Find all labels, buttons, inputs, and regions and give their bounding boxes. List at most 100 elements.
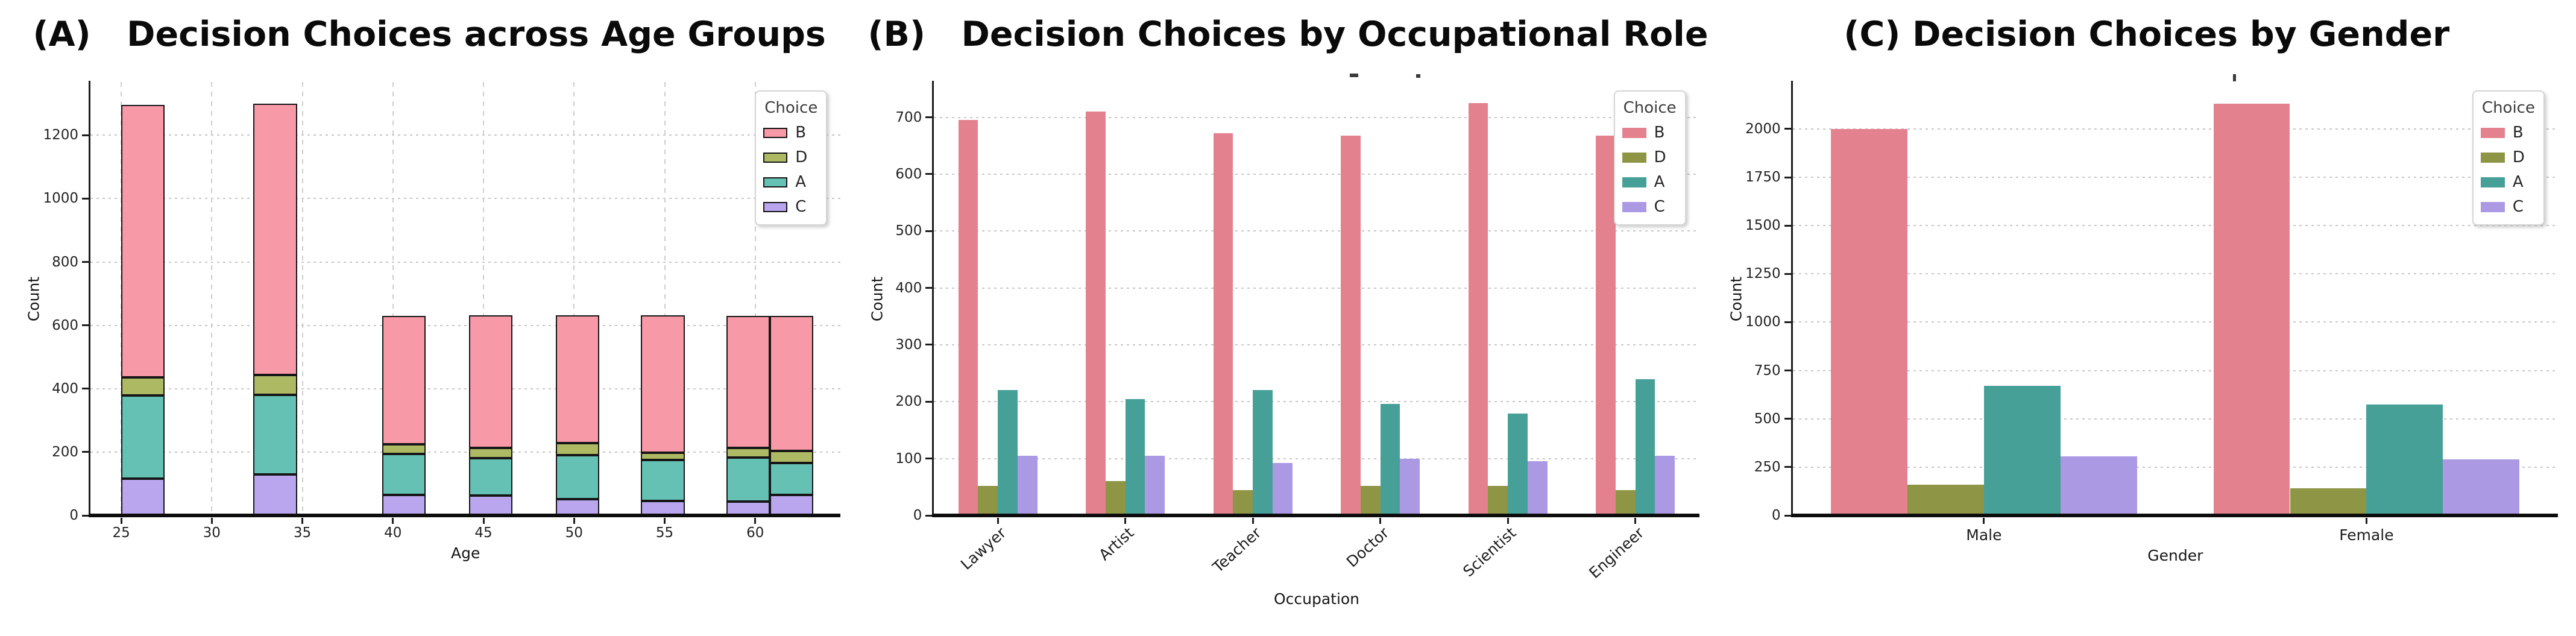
bar-D — [978, 485, 998, 515]
x-tick-mark — [1252, 518, 1254, 524]
y-gridline — [934, 230, 1699, 232]
x-axis-label: Gender — [2147, 547, 2203, 564]
y-tick-label: 400 — [895, 280, 922, 296]
y-tick-label: 500 — [895, 223, 922, 239]
y-tick-label: 700 — [895, 109, 922, 125]
bar-C — [2060, 456, 2137, 515]
y-tick-mark — [1784, 321, 1791, 323]
legend-swatch-D — [2480, 152, 2505, 163]
bar-segment-B — [469, 315, 513, 448]
y-gridline — [90, 388, 841, 389]
y-gridline — [1792, 177, 2558, 178]
x-gridline — [301, 82, 303, 515]
x-gridline — [483, 82, 485, 515]
x-tick-label: 30 — [203, 525, 221, 541]
x-tick-mark — [2365, 518, 2367, 524]
legend-entry: C — [1622, 198, 1677, 216]
legend-entry: D — [2480, 148, 2535, 166]
x-category-label: Artist — [1095, 524, 1137, 564]
x-category-label: Lawyer — [957, 524, 1010, 573]
bar-segment-C — [469, 496, 513, 515]
bar-segment-D — [253, 375, 297, 395]
bar-segment-D — [641, 453, 685, 461]
x-tick-label: 25 — [112, 525, 130, 541]
x-gridline — [392, 82, 394, 515]
y-gridline — [90, 261, 841, 263]
y-tick-mark — [925, 173, 933, 175]
bar-A — [1508, 414, 1528, 515]
y-tick-label: 400 — [52, 380, 78, 397]
x-category-label: Female — [2339, 526, 2394, 544]
bar-A — [1635, 379, 1655, 515]
x-axis-spine — [932, 514, 1699, 517]
bar-A — [2366, 404, 2443, 515]
legend-entry: D — [763, 148, 817, 166]
legend-label: C — [2512, 198, 2524, 216]
bar-segment-B — [769, 315, 813, 452]
bar-segment-A — [253, 394, 297, 474]
x-tick-mark — [392, 518, 394, 524]
y-tick-label: 1000 — [43, 190, 78, 207]
bar-D — [1488, 485, 1508, 515]
legend-swatch-D — [1622, 152, 1646, 163]
legend-swatch-B — [2480, 127, 2505, 138]
bar-C — [1017, 455, 1038, 515]
y-tick-mark — [925, 230, 933, 232]
chart-title: (C) Decision Choices by Gender — [1844, 14, 2450, 54]
y-gridline — [934, 287, 1699, 289]
y-tick-mark — [1784, 176, 1791, 178]
y-axis-spine — [932, 81, 934, 517]
y-tick-label: 100 — [895, 450, 922, 467]
y-gridline — [934, 401, 1699, 403]
y-gridline — [1792, 128, 2558, 130]
y-tick-mark — [82, 261, 89, 263]
legend-label: B — [2512, 124, 2524, 142]
x-tick-mark — [120, 518, 122, 524]
legend-label: D — [795, 148, 808, 166]
legend-swatch-A — [1622, 177, 1646, 187]
bar-segment-B — [253, 103, 297, 376]
y-tick-mark — [1784, 418, 1791, 420]
y-tick-mark — [82, 197, 89, 200]
legend: Choice B D A C — [2472, 90, 2545, 225]
y-gridline — [934, 458, 1699, 459]
bar-segment-C — [769, 494, 813, 515]
y-gridline — [90, 451, 841, 453]
x-gridline — [754, 82, 756, 515]
bar-B — [1468, 102, 1488, 515]
bar-B — [958, 120, 978, 515]
bar-segment-A — [641, 460, 685, 501]
bar-B — [1596, 135, 1616, 515]
legend-entry: C — [763, 198, 817, 216]
y-tick-mark — [925, 287, 933, 289]
y-tick-label: 800 — [52, 254, 78, 270]
y-axis-label: Count — [1727, 276, 1745, 321]
x-tick-mark — [1507, 518, 1509, 524]
y-gridline — [934, 344, 1699, 345]
bar-segment-A — [121, 395, 165, 479]
legend-swatch-B — [1622, 127, 1646, 138]
y-gridline — [1792, 321, 2558, 323]
bar-D — [1360, 485, 1381, 515]
y-tick-mark — [82, 514, 89, 517]
bar-segment-D — [382, 444, 426, 455]
bar-segment-D — [121, 377, 165, 395]
y-tick-label: 1750 — [1745, 169, 1781, 186]
bar-segment-B — [556, 315, 600, 443]
x-axis-spine — [1790, 514, 2558, 517]
legend-swatch-C — [1622, 201, 1646, 212]
bar-segment-D — [556, 442, 600, 456]
x-category-label: Scientist — [1460, 524, 1520, 581]
y-gridline — [90, 198, 841, 200]
bar-C — [1400, 458, 1420, 515]
bar-B — [2213, 104, 2290, 515]
legend-label: D — [2512, 148, 2525, 166]
bar-segment-C — [121, 479, 165, 515]
legend-title: Choice — [2481, 99, 2535, 117]
legend-swatch-D — [763, 152, 788, 163]
x-tick-mark — [1983, 518, 1985, 524]
bar-A — [998, 390, 1018, 515]
y-gridline — [1792, 370, 2558, 371]
y-tick-label: 500 — [1754, 411, 1781, 427]
legend-entry: D — [1622, 148, 1677, 166]
